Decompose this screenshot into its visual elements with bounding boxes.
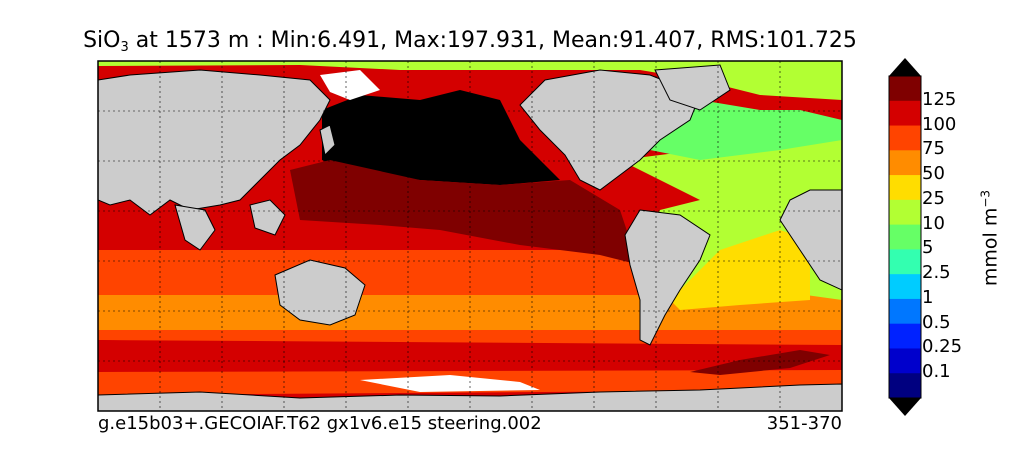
ice	[320, 70, 540, 392]
colorbar-segment	[889, 224, 921, 250]
land-africa	[779, 189, 842, 291]
colorbar-tick-label: 50	[922, 163, 945, 185]
land-south-america	[624, 209, 711, 346]
colorbar-tick-label: 0.25	[922, 336, 963, 358]
colorbar-segment	[889, 373, 921, 399]
ocean-field	[98, 61, 842, 411]
colorbar-tick-label: 2.5	[922, 262, 951, 284]
land	[98, 64, 842, 411]
pacific-high-black	[322, 90, 560, 185]
colorbar-segment	[889, 298, 921, 325]
colorbar-tick-label: 100	[922, 113, 957, 135]
land-japan	[319, 124, 336, 157]
colorbar-tick-label: 1	[922, 286, 934, 308]
colorbar-tick-label: 75	[922, 138, 945, 160]
colorbar-tick-label: 5	[922, 237, 934, 259]
colorbar-tick-label: 0.5	[922, 311, 951, 333]
colorbar-segment	[889, 199, 921, 226]
title-subscript: 3	[120, 40, 129, 55]
colorbar-segment	[889, 150, 921, 176]
colorbar-label: mmol m−3	[978, 190, 1001, 286]
colorbar-segments	[889, 76, 921, 399]
land-eurasia	[98, 69, 331, 216]
colorbar-under-arrow	[889, 398, 921, 416]
atlantic-25	[670, 230, 810, 310]
colorbar-segment	[889, 274, 921, 300]
map-frame	[97, 60, 843, 412]
pacific-125	[290, 160, 640, 265]
colorbar-segment	[889, 348, 921, 374]
colorbar-tick-label: 25	[922, 187, 945, 209]
land-india	[174, 204, 216, 251]
footer-case-name: g.e15b03+.GECOIAF.T62 gx1v6.e15 steering…	[98, 413, 542, 434]
land-maritime-asia	[249, 199, 286, 236]
colorbar-tick-label: 0.1	[922, 361, 951, 383]
footer-years: 351-370	[766, 413, 842, 434]
title-stats: at 1573 m : Min:6.491, Max:197.931, Mean…	[128, 28, 857, 53]
land-australia	[274, 259, 366, 326]
arctic-5	[650, 100, 842, 160]
colorbar-over-arrow	[889, 58, 921, 76]
colorbar-segment	[889, 76, 921, 102]
colorbar-segment	[889, 125, 921, 151]
plot-title: SiO3 at 1573 m : Min:6.491, Max:197.931,…	[0, 28, 940, 55]
ice-arctic	[320, 70, 380, 100]
ice-antarctic	[360, 375, 540, 392]
colorbar-frame	[888, 75, 922, 399]
colorbar-tick-label: 125	[922, 88, 957, 110]
colorbar-segment	[889, 249, 921, 275]
land-greenland	[654, 64, 731, 111]
colorbar-segment	[889, 323, 921, 349]
colorbar-label-base: mmol m	[979, 207, 1002, 287]
land-north-america	[519, 69, 701, 191]
colorbar-segment	[889, 175, 921, 201]
title-variable: SiO	[83, 28, 121, 53]
gridlines	[98, 61, 842, 411]
colorbar-label-sup: −3	[978, 189, 993, 208]
colorbar-tick-label: 10	[922, 212, 945, 234]
band-southern-125	[690, 350, 830, 375]
colorbar-segment	[889, 100, 921, 127]
